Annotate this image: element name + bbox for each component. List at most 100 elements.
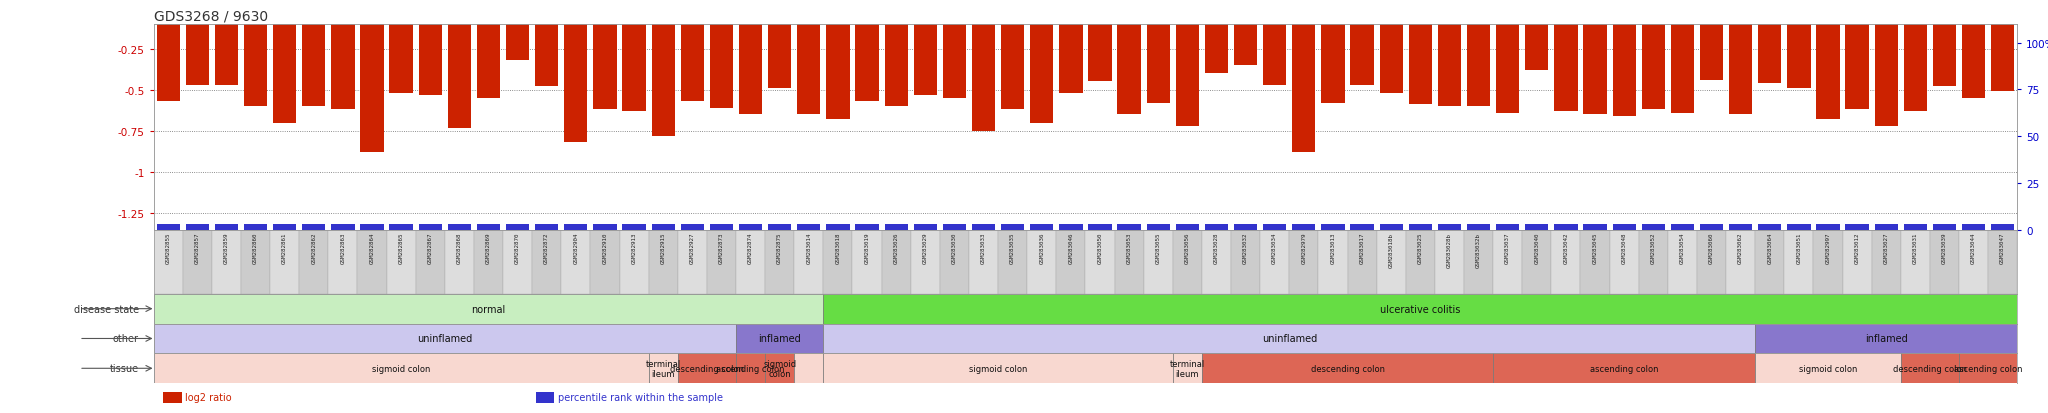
Text: uninflamed: uninflamed <box>1262 334 1317 344</box>
Bar <box>1235 8 1257 66</box>
Bar <box>1642 8 1665 110</box>
Bar <box>389 8 414 94</box>
Bar <box>1438 8 1460 107</box>
Text: GSM283034: GSM283034 <box>1272 232 1278 263</box>
Bar <box>1380 225 1403 230</box>
Bar <box>823 294 2017 324</box>
Bar <box>1436 230 1464 294</box>
Bar <box>449 225 471 230</box>
Bar <box>1495 8 1520 114</box>
Bar <box>332 225 354 230</box>
Bar <box>272 8 297 123</box>
Bar <box>1409 225 1432 230</box>
Bar <box>506 8 528 61</box>
Text: inflamed: inflamed <box>1866 334 1907 344</box>
Text: sigmoid colon: sigmoid colon <box>1798 364 1858 373</box>
Bar <box>154 354 649 383</box>
Bar <box>244 8 266 107</box>
Bar <box>563 8 588 143</box>
Bar <box>1755 324 2017 354</box>
Bar <box>1874 8 1898 127</box>
Text: GSM283056: GSM283056 <box>1186 232 1190 263</box>
Bar <box>1612 8 1636 117</box>
Bar <box>1610 230 1638 294</box>
Bar <box>1671 225 1694 230</box>
Bar <box>735 324 823 354</box>
Bar <box>1726 230 1755 294</box>
Bar <box>1118 8 1141 115</box>
Bar <box>1001 8 1024 110</box>
Bar <box>164 392 182 404</box>
Bar <box>1526 225 1548 230</box>
Bar <box>418 225 442 230</box>
Bar <box>823 354 1174 383</box>
Text: descending colon: descending colon <box>1892 364 1966 373</box>
Text: other: other <box>113 334 139 344</box>
Bar <box>1204 8 1229 74</box>
Bar <box>360 8 383 153</box>
Text: GSM283044: GSM283044 <box>1970 232 1976 263</box>
Bar <box>535 225 559 230</box>
Text: GSM283053: GSM283053 <box>1126 232 1133 263</box>
Bar <box>1755 230 1784 294</box>
Bar <box>1030 225 1053 230</box>
Bar <box>1872 230 1901 294</box>
Text: GSM283028b: GSM283028b <box>1448 232 1452 267</box>
Bar <box>1933 8 1956 87</box>
Text: GSM283027: GSM283027 <box>1884 232 1888 263</box>
Bar <box>795 354 823 383</box>
Bar <box>1700 8 1722 81</box>
Bar <box>973 225 995 230</box>
Bar <box>739 8 762 115</box>
Bar <box>1581 230 1610 294</box>
Bar <box>1057 230 1085 294</box>
Text: GSM283032: GSM283032 <box>1243 232 1247 263</box>
Bar <box>1933 225 1956 230</box>
Bar <box>242 230 270 294</box>
Text: GSM282855: GSM282855 <box>166 232 170 263</box>
Bar <box>1583 8 1608 115</box>
Bar <box>1321 8 1346 104</box>
Text: inflamed: inflamed <box>758 334 801 344</box>
Bar <box>506 225 528 230</box>
Bar <box>969 230 997 294</box>
Bar <box>1583 225 1608 230</box>
Bar <box>852 230 881 294</box>
Bar <box>768 225 791 230</box>
Text: normal: normal <box>471 304 506 314</box>
Bar <box>766 354 795 383</box>
Bar <box>1700 225 1722 230</box>
Bar <box>1292 225 1315 230</box>
Bar <box>856 8 879 102</box>
Bar <box>1176 225 1198 230</box>
Bar <box>590 230 618 294</box>
Bar <box>358 230 387 294</box>
Bar <box>563 225 588 230</box>
Bar <box>913 8 936 95</box>
Bar <box>823 230 852 294</box>
Text: GSM283062: GSM283062 <box>1739 232 1743 263</box>
Text: GSM283054: GSM283054 <box>1679 232 1686 263</box>
Bar <box>1817 225 1839 230</box>
Bar <box>711 8 733 109</box>
Text: ulcerative colitis: ulcerative colitis <box>1380 304 1460 314</box>
Bar <box>1147 225 1169 230</box>
Bar <box>303 8 326 107</box>
Bar <box>651 8 676 136</box>
Bar <box>477 225 500 230</box>
Text: GSM282927: GSM282927 <box>690 232 694 263</box>
Bar <box>1845 8 1868 110</box>
Bar <box>156 8 180 102</box>
Text: GSM282860: GSM282860 <box>254 232 258 263</box>
Bar <box>1495 225 1520 230</box>
Bar <box>885 8 907 107</box>
Bar <box>1118 225 1141 230</box>
Text: GSM283055: GSM283055 <box>1155 232 1161 263</box>
Bar <box>649 354 678 383</box>
Bar <box>1114 230 1143 294</box>
Bar <box>1729 225 1753 230</box>
Bar <box>618 230 649 294</box>
Text: GSM283018b: GSM283018b <box>1389 232 1395 267</box>
Bar <box>1292 8 1315 153</box>
Bar <box>299 230 328 294</box>
